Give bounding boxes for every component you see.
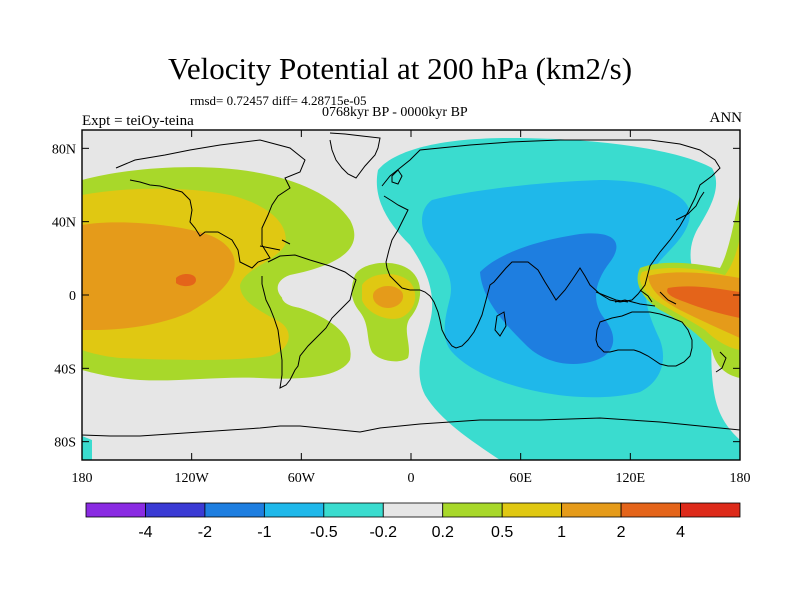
antarctic-edge-cyan — [82, 436, 92, 460]
colorbar-swatch — [145, 502, 206, 518]
eurasia-africa-coast — [381, 139, 721, 349]
atlantic-gap-gray — [282, 288, 345, 309]
colorbar-swatch — [501, 502, 563, 518]
experiment-label: Expt = teiOy-teina — [82, 113, 194, 129]
colorbar-swatch — [85, 502, 146, 518]
x-tick-label: 120E — [616, 471, 646, 486]
y-tick-label: 40N — [52, 216, 76, 231]
north-america-coast — [115, 139, 306, 269]
x-tick-label: 120W — [175, 471, 210, 486]
coastlines — [82, 132, 740, 437]
positive-max-red — [176, 274, 196, 287]
negative-lobe-blue — [480, 233, 617, 364]
positive-lobe-orange — [82, 222, 235, 330]
colorbar-swatch — [323, 502, 384, 518]
map-title: Velocity Potential at 200 hPa (km2/s) — [167, 51, 633, 86]
colorbar-swatch — [442, 502, 503, 518]
velocity-potential-field — [82, 130, 740, 460]
colorbar-label: -0.5 — [310, 524, 338, 541]
madagascar-coast — [494, 311, 507, 337]
australia-coast — [595, 311, 693, 367]
colorbar-label: 0.2 — [432, 524, 454, 541]
greenland-coast — [329, 132, 381, 179]
x-tick-label: 180 — [730, 471, 751, 486]
colorbar-label: -1 — [257, 524, 271, 541]
british-isles-coast — [391, 169, 403, 185]
y-tick-label: 80N — [52, 142, 76, 157]
x-tick-label: 60W — [288, 471, 316, 486]
colorbar-label: -4 — [138, 524, 152, 541]
time-period-text: 0768kyr BP - 0000kyr BP — [322, 105, 468, 120]
colorbar-swatch — [680, 502, 741, 518]
antarctica-coast — [82, 417, 740, 437]
colorbar-label: -0.2 — [369, 524, 397, 541]
y-tick-label: 80S — [54, 436, 76, 451]
south-america-coast — [261, 254, 357, 389]
colorbar-label: 1 — [557, 524, 566, 541]
y-tick-label: 40S — [54, 362, 76, 377]
colorbar-swatch — [561, 502, 622, 518]
longitude-ticks: 180 120W 60W 0 60E 120E 180 — [72, 130, 751, 486]
colorbar-label: 0.5 — [491, 524, 513, 541]
x-tick-label: 180 — [72, 471, 93, 486]
colorbar-swatch — [204, 502, 265, 518]
colorbar-label: 4 — [676, 524, 685, 541]
latitude-ticks: 80N 40N 0 40S 80S — [52, 142, 740, 451]
colorbar-swatch — [620, 502, 681, 518]
colorbar: -4 -2 -1 -0.5 -0.2 0.2 0.5 1 2 4 — [85, 502, 741, 541]
new-zealand-coast — [715, 351, 727, 373]
indonesia-coast — [595, 289, 677, 307]
colorbar-swatch — [382, 502, 444, 518]
colorbar-swatch — [263, 502, 325, 518]
rmsd-diff-text: rmsd= 0.72457 diff= 4.28715e-05 — [190, 93, 367, 108]
season-label: ANN — [709, 110, 743, 126]
atlantic-lobe-orange — [372, 286, 404, 308]
colorbar-label: -2 — [198, 524, 212, 541]
japan-coast — [675, 191, 705, 221]
colorbar-label: 2 — [617, 524, 626, 541]
y-tick-label: 0 — [69, 289, 76, 304]
x-tick-label: 0 — [408, 471, 415, 486]
west-pacific-lobe-red — [667, 286, 740, 318]
x-tick-label: 60E — [509, 471, 532, 486]
caribbean-coast — [259, 239, 291, 251]
